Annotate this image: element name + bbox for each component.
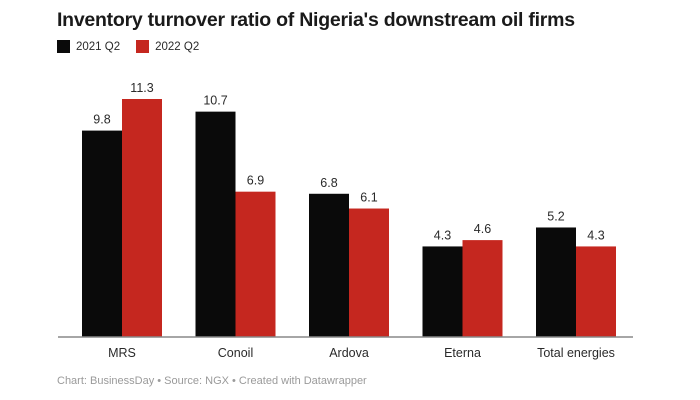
legend-label: 2022 Q2 — [155, 40, 200, 53]
bar-mrs-2021-q2[interactable] — [82, 130, 122, 337]
chart-credit: Chart: BusinessDay • Source: NGX • Creat… — [57, 375, 367, 387]
bar-value-label: 9.8 — [93, 113, 110, 127]
chart-legend: 2021 Q2 2022 Q2 — [57, 40, 199, 53]
bar-ardova-2021-q2[interactable] — [309, 193, 349, 337]
legend-label: 2021 Q2 — [76, 40, 121, 53]
bar-ardova-2022-q2[interactable] — [349, 208, 389, 337]
bar-eterna-2021-q2[interactable] — [422, 246, 463, 337]
bar-conoil-2021-q2[interactable] — [195, 111, 236, 337]
bar-mrs-2022-q2[interactable] — [122, 99, 162, 337]
legend-item-2021-q2[interactable]: 2021 Q2 — [57, 40, 120, 53]
x-axis-label-total-energies: Total energies — [537, 346, 615, 360]
bar-value-label: 4.6 — [474, 222, 491, 236]
x-axis-label-ardova: Ardova — [329, 346, 369, 360]
chart-title: Inventory turnover ratio of Nigeria's do… — [57, 9, 575, 31]
bar-eterna-2022-q2[interactable] — [462, 240, 503, 337]
bar-value-label: 10.7 — [203, 94, 227, 108]
bar-total-energies-2022-q2[interactable] — [576, 246, 616, 337]
bars-layer: 9.8 11.3 10.7 6.9 6.8 6.1 4.3 4.6 5.2 4.3 — [82, 81, 616, 337]
bar-value-label: 6.1 — [360, 191, 377, 205]
legend-swatch-icon — [136, 40, 150, 53]
bar-value-label: 5.2 — [547, 209, 564, 223]
bar-value-label: 11.3 — [130, 81, 153, 95]
bar-value-label: 4.3 — [434, 228, 451, 242]
x-axis-label-mrs: MRS — [108, 346, 136, 360]
legend-swatch-icon — [57, 40, 70, 53]
bar-value-label: 6.9 — [247, 174, 264, 188]
bar-total-energies-2021-q2[interactable] — [536, 227, 576, 337]
bar-conoil-2022-q2[interactable] — [235, 191, 276, 337]
x-axis-label-eterna: Eterna — [444, 346, 481, 360]
bar-value-label: 4.3 — [587, 228, 604, 242]
category-labels-layer: MRS Conoil Ardova Eterna Total energies — [108, 346, 615, 360]
x-axis-label-conoil: Conoil — [218, 346, 253, 360]
legend-item-2022-q2[interactable]: 2022 Q2 — [136, 40, 199, 53]
bar-value-label: 6.8 — [320, 176, 337, 190]
